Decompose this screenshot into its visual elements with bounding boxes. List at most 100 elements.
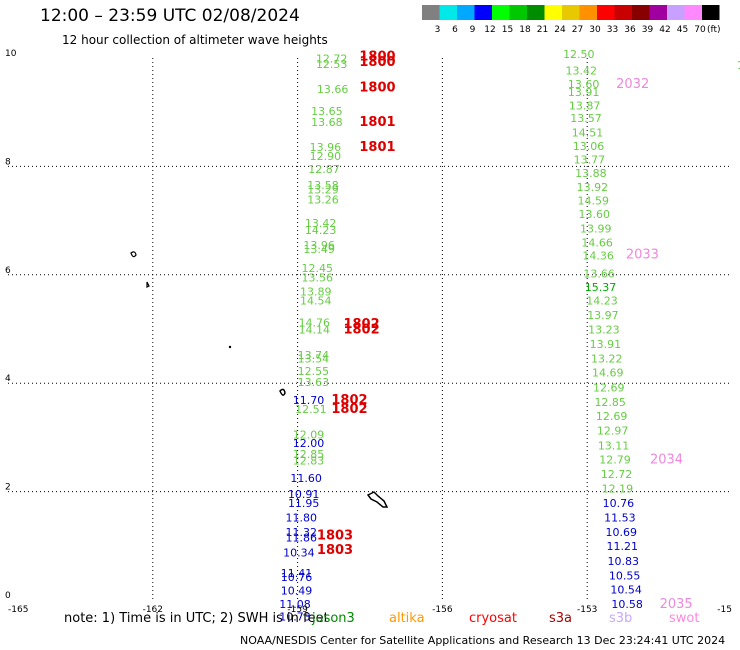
x-tick-label: -165 <box>8 605 28 615</box>
colorbar-tick-label: 9 <box>470 25 476 35</box>
swh-value-label: 14.51 <box>572 127 604 140</box>
colorbar-tick-label: 39 <box>642 25 654 35</box>
colorbar-tick-label: 33 <box>607 25 618 35</box>
swh-value-label: 10.83 <box>607 555 639 568</box>
swh-value-label: 13.42 <box>565 64 597 77</box>
legend-s3a: s3a <box>549 611 573 626</box>
swh-value-label: 13.56 <box>301 271 333 284</box>
swh-value-label: 10.91 <box>288 488 320 501</box>
colorbar-swatch <box>614 5 632 20</box>
swh-value-label: 11.32 <box>286 526 318 539</box>
swh-value-label: 13.91 <box>590 338 622 351</box>
swh-value-label: 12.53 <box>316 58 348 71</box>
colorbar-tick-label: 30 <box>589 25 601 35</box>
y-tick-label: 10 <box>5 49 17 59</box>
swh-value-label: 13.65 <box>311 105 343 118</box>
legend-swot: swot <box>669 611 700 626</box>
colorbar-swatch <box>527 5 545 20</box>
swh-value-label: 13.77 <box>574 154 606 167</box>
swh-value-label: 13.23 <box>588 323 620 336</box>
swh-value-label: 13.87 <box>569 99 601 112</box>
colorbar-tick-label: 3 <box>435 25 441 35</box>
swh-value-label: 11.80 <box>286 511 318 524</box>
swh-value-label: 11.95 <box>288 497 320 510</box>
swh-value-label: 10.58 <box>611 598 643 611</box>
x-tick-label: -156 <box>432 605 453 615</box>
swh-value-label: 12.83 <box>293 455 325 468</box>
swh-value-label: 13.66 <box>583 268 615 281</box>
colorbar-swatch <box>597 5 615 20</box>
colorbar-tick-label: 27 <box>572 25 583 35</box>
swh-value-label: 10.69 <box>606 526 638 539</box>
swh-value-label: 13.96 <box>303 239 335 252</box>
swh-value-label: 13.92 <box>577 181 609 194</box>
swh-value-label: 12.72 <box>316 52 348 65</box>
colorbar-swatch <box>649 5 667 20</box>
y-tick-label: 4 <box>5 374 11 384</box>
colorbar-swatch <box>702 5 720 20</box>
x-tick-label: -153 <box>577 605 597 615</box>
swh-value-label: 11.53 <box>604 511 636 524</box>
island-outlines <box>130 251 389 508</box>
swh-value-label: 10.34 <box>283 547 315 560</box>
swh-value-label: 12.19 <box>602 483 634 496</box>
swh-value-label: 15.37 <box>585 281 617 294</box>
time-label: 1803 <box>317 543 353 558</box>
chart-subtitle: 12 hour collection of altimeter wave hei… <box>62 33 328 47</box>
swh-value-label: 13.06 <box>573 140 605 153</box>
colorbar-swatch <box>684 5 702 20</box>
time-label: 1802 <box>331 402 367 417</box>
swh-value-label: 12.51 <box>295 403 327 416</box>
swh-value-label: 10.54 <box>610 583 642 596</box>
time-label: 1800 <box>359 50 395 65</box>
swh-value-label: 12.55 <box>298 365 330 378</box>
island-shape <box>130 251 137 258</box>
legend-jason3: jason3 <box>312 611 355 626</box>
swh-value-label: 14.66 <box>581 237 613 250</box>
swh-value-label: 13.96 <box>310 141 342 154</box>
swh-value-label: 12.85 <box>293 448 325 461</box>
time-label: 1803 <box>317 528 353 543</box>
swh-value-label: 12.69 <box>593 381 625 394</box>
swh-value-label: 10.76 <box>603 497 635 510</box>
swh-value-label: 11.08 <box>279 598 311 611</box>
colorbar-swatch <box>544 5 562 20</box>
swh-value-label: 14.59 <box>578 194 610 207</box>
legend-cryosat: cryosat <box>469 611 517 626</box>
time-label: 2032 <box>616 77 649 92</box>
chart-title: 12:00 – 23:59 UTC 02/08/2024 <box>40 6 300 26</box>
time-label: 1802 <box>343 317 379 332</box>
swh-value-label: 10.49 <box>281 585 313 598</box>
colorbar-tick-label: 36 <box>624 25 636 35</box>
y-tick-label: 0 <box>5 591 11 601</box>
swh-value-label: 13.4 <box>737 59 740 72</box>
grid-lines <box>8 58 732 600</box>
island-shape <box>228 345 232 349</box>
swh-value-label: 10.76 <box>281 571 313 584</box>
swh-value-label: 13.57 <box>570 112 602 125</box>
x-tick-label: -162 <box>143 605 163 615</box>
swh-value-label: 14.76 <box>299 316 331 329</box>
swh-value-label: 13.11 <box>598 439 630 452</box>
swh-value-label: 14.54 <box>300 295 332 308</box>
time-label: 1802 <box>343 322 379 337</box>
colorbar-swatch <box>632 5 650 20</box>
swh-value-label: 10.55 <box>609 569 641 582</box>
swh-value-label: 13.89 <box>300 285 332 298</box>
colorbar-swatch <box>492 5 510 20</box>
time-label: 2035 <box>660 597 693 612</box>
swh-value-label: 12.45 <box>301 262 333 275</box>
y-tick-label: 8 <box>5 157 11 167</box>
island-shape <box>279 388 286 396</box>
swh-value-label: 11.86 <box>286 531 318 544</box>
swh-value-label: 13.42 <box>305 217 337 230</box>
swh-value-label: 12.90 <box>310 150 342 163</box>
swh-value-label: 13.26 <box>307 193 339 206</box>
axis-tick-labels: -165 -162 -159 -156 -153 -15 0 2 4 6 8 10 <box>5 49 732 615</box>
swh-value-label: 13.29 <box>307 184 339 197</box>
swh-value-label: 14.14 <box>299 323 331 336</box>
swh-value-label: 13.54 <box>298 353 330 366</box>
swh-value-label: 12.72 <box>601 468 633 481</box>
colorbar-swatch <box>439 5 457 20</box>
island-shape <box>146 281 150 288</box>
